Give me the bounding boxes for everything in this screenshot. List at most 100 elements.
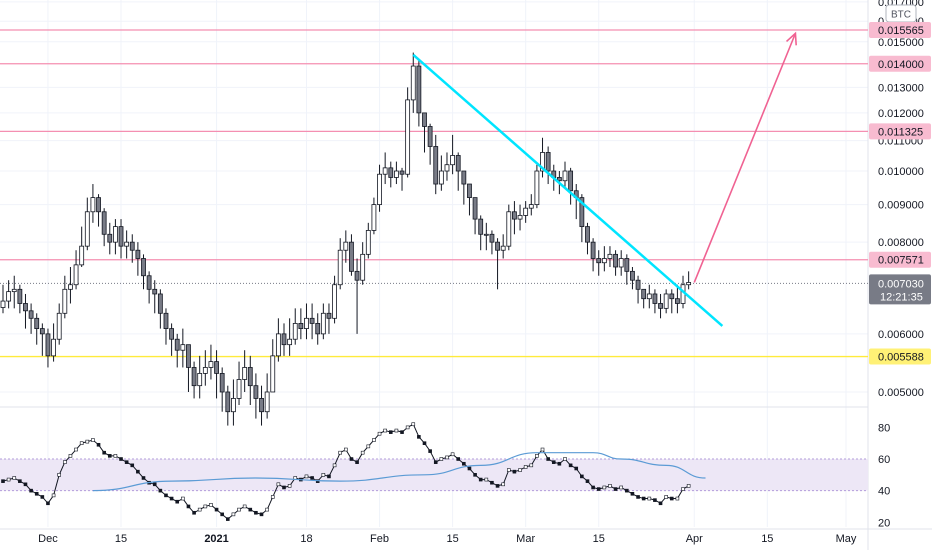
candle-body-up (410, 65, 416, 101)
candle-body-down (107, 233, 113, 243)
candle (320, 303, 326, 340)
candle (517, 204, 523, 231)
candle-body-up (236, 379, 242, 399)
rsi-point (6, 477, 11, 482)
horizontal-levels (0, 29, 868, 358)
candle-body-down (489, 233, 495, 243)
candle-body-up (601, 258, 607, 264)
candle (658, 293, 663, 319)
candle-body-up (275, 333, 281, 357)
candle-body-up (292, 323, 298, 340)
rsi-point (580, 474, 584, 479)
time-tick-label: 2021 (204, 533, 228, 545)
rsi-point (658, 501, 663, 506)
rsi-point (400, 430, 404, 434)
time-axis[interactable]: Dec 15 2021 18 Feb 15 Mar 15 Apr 15 May (38, 533, 857, 545)
trendline (412, 53, 724, 327)
candle (186, 344, 191, 392)
candle-body-down (568, 170, 574, 192)
price-tick-label: 0.012000 (878, 108, 924, 120)
candle-body-up (646, 293, 652, 300)
rsi-point (169, 496, 174, 501)
candle-body-up (62, 288, 68, 314)
candle (349, 234, 354, 276)
candle-body-up (11, 288, 17, 293)
rsi-point (181, 496, 185, 501)
candle (686, 271, 692, 290)
rsi-point (478, 477, 483, 482)
candle (467, 183, 472, 216)
rsi-point (585, 479, 590, 483)
candle (113, 219, 118, 255)
candle-body-up (450, 155, 456, 166)
rsi-point (29, 488, 33, 493)
price-axis[interactable]: 0.005000 0.006000 0.008000 0.009000 0.010000… (869, 0, 931, 529)
candle (28, 303, 34, 334)
level-label-0: 0.015565 (878, 25, 924, 37)
rsi-point (141, 476, 146, 480)
level-label-bg-4 (869, 348, 931, 365)
candle (56, 303, 62, 345)
rsi-point (158, 488, 163, 493)
candle (618, 250, 624, 276)
rsi-point (152, 482, 157, 487)
candle-body-down (326, 312, 332, 319)
candle-body-up (79, 245, 85, 266)
candle (399, 167, 405, 191)
candle (635, 275, 641, 304)
rsi-point (68, 454, 73, 458)
candle (242, 350, 248, 392)
candle-body-down (96, 197, 101, 213)
candle (534, 164, 540, 209)
level-label-2: 0.011325 (878, 126, 923, 138)
candle (68, 267, 73, 304)
candle (354, 258, 360, 334)
rsi-point (46, 501, 50, 506)
candle-body-up (523, 207, 529, 216)
rsi-point (57, 473, 62, 477)
level-label-1: 0.014000 (878, 59, 924, 71)
rsi-point (164, 493, 168, 498)
rsi-point (276, 482, 281, 487)
candle-body-up (686, 282, 692, 286)
candle (208, 344, 214, 380)
time-tick-label: Dec (38, 533, 58, 545)
candle (365, 222, 371, 259)
candle-body-down (174, 338, 180, 351)
candle-body-down (186, 344, 191, 368)
candle (169, 323, 175, 356)
candle-body-down (45, 333, 51, 357)
candle-body-down (163, 312, 169, 329)
candle-body-down (39, 328, 45, 335)
candle (393, 161, 399, 185)
last-price-countdown: 12:21:35 (880, 291, 923, 303)
rsi-point (242, 504, 247, 509)
rsi-point (551, 460, 556, 464)
rsi-point (107, 454, 112, 458)
candle-body-down (157, 293, 163, 314)
candle (309, 303, 315, 340)
level-label-4: 0.005588 (878, 352, 924, 364)
rsi-point (23, 482, 28, 487)
rsi-point (186, 504, 191, 509)
candle-body-up (197, 373, 203, 387)
rsi-point (79, 441, 84, 446)
rsi-point (327, 474, 331, 479)
candle-body-up (180, 344, 186, 351)
candle (298, 308, 304, 340)
candle-body-down (129, 241, 135, 251)
candle (84, 197, 90, 251)
candle-body-up (90, 197, 96, 213)
candle-body-down (472, 197, 478, 220)
candle (174, 333, 180, 368)
rsi-point (136, 469, 140, 474)
candle (422, 112, 427, 153)
rsi-point (102, 450, 106, 455)
rsi-point (523, 465, 528, 469)
rsi-point (287, 484, 292, 488)
candle (135, 242, 141, 276)
candle-body-down (585, 226, 590, 243)
candle (332, 275, 337, 324)
rsi-point (417, 435, 421, 439)
candle (343, 230, 349, 263)
